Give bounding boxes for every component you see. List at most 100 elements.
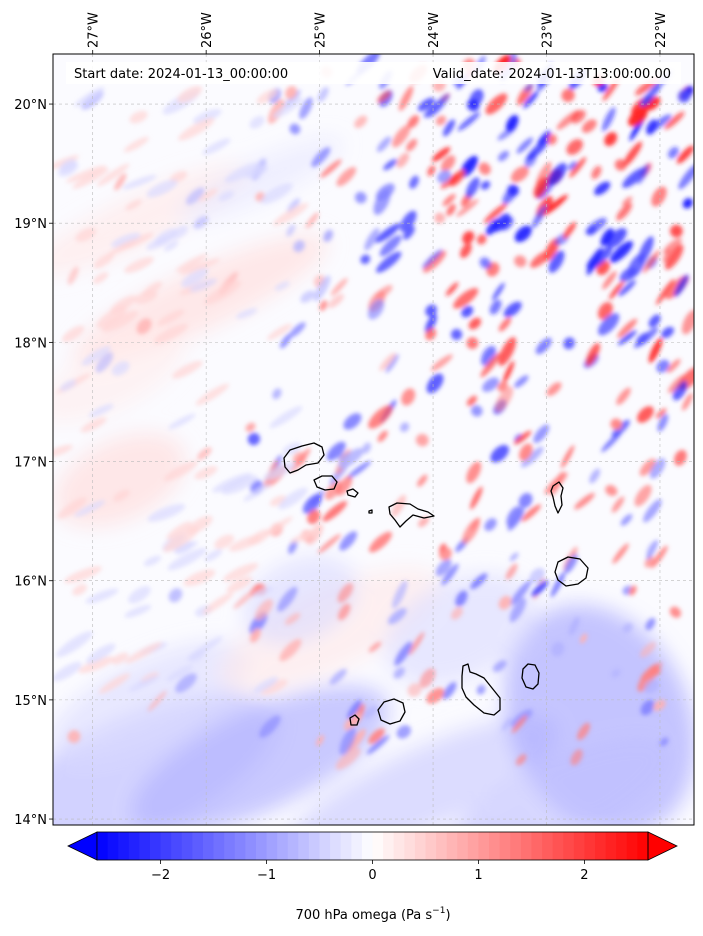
omega-streak — [136, 318, 152, 335]
omega-streak — [425, 313, 437, 333]
omega-streak — [655, 408, 667, 419]
omega-streak — [263, 516, 293, 537]
omega-streak — [123, 136, 149, 153]
lat-label: 14°N — [14, 813, 47, 828]
omega-streak — [56, 631, 93, 657]
colorbar-band — [573, 832, 586, 860]
omega-streak — [267, 323, 292, 341]
omega-streak — [611, 496, 625, 513]
lon-label: 24°W — [427, 12, 442, 48]
omega-streak — [594, 181, 611, 196]
omega-streak — [403, 225, 415, 240]
omega-streak — [96, 163, 130, 187]
omega-streak — [586, 247, 613, 270]
omega-streak — [195, 383, 230, 406]
omega-streak — [611, 668, 621, 678]
omega-streak — [272, 203, 309, 226]
omega-streak — [641, 84, 662, 106]
omega-streak — [600, 228, 614, 246]
colorbar-band — [383, 832, 395, 860]
omega-streak — [427, 93, 450, 118]
omega-streak — [548, 250, 565, 273]
omega-streak — [58, 161, 79, 177]
omega-streak — [634, 484, 652, 507]
omega-streak — [629, 585, 637, 596]
longitude-labels: 27°W 26°W 25°W 24°W 23°W 22°W — [87, 12, 669, 54]
omega-streak — [415, 433, 429, 447]
omega-streak — [665, 244, 684, 270]
omega-streak — [577, 722, 591, 741]
colorbar-band — [605, 832, 617, 860]
lon-label: 22°W — [654, 12, 669, 48]
omega-streak — [643, 499, 662, 523]
omega-streak — [400, 210, 417, 233]
omega-streak — [669, 606, 682, 618]
omega-streak — [392, 124, 411, 148]
colorbar-band — [340, 832, 352, 860]
omega-streak — [299, 97, 313, 120]
omega-streak — [677, 89, 691, 103]
omega-streak — [462, 231, 475, 244]
omega-streak — [568, 616, 580, 636]
colorbar: −2 −1 0 1 2 700 hPa omega (Pa s−1) — [67, 831, 678, 923]
island-branco-raso — [368, 509, 373, 514]
colorbar-band — [372, 832, 384, 860]
omega-streak — [666, 358, 681, 373]
omega-streak — [223, 562, 259, 582]
omega-patch — [283, 716, 557, 825]
omega-streak — [164, 240, 179, 252]
omega-streak — [417, 474, 428, 487]
omega-streak — [289, 322, 306, 338]
colorbar-band — [467, 832, 480, 860]
omega-streak — [328, 293, 344, 309]
omega-streak — [65, 165, 107, 183]
colorbar-extend-low — [67, 831, 98, 861]
omega-streak — [442, 682, 457, 700]
omega-streak — [278, 487, 308, 510]
omega-patch — [177, 137, 343, 223]
colorbar-band — [213, 832, 225, 860]
omega-streak — [531, 580, 549, 597]
omega-streak — [236, 308, 258, 319]
omega-streak — [456, 199, 479, 217]
omega-streak — [249, 116, 265, 129]
omega-streak — [425, 327, 437, 341]
omega-streak — [620, 514, 633, 526]
omega-streak — [409, 175, 419, 189]
omega-patch — [384, 573, 536, 687]
omega-streak — [435, 559, 452, 577]
island-santiago — [461, 663, 501, 716]
omega-streak — [611, 419, 630, 438]
omega-streak — [476, 234, 487, 245]
omega-streak — [529, 568, 545, 584]
omega-streak — [546, 382, 562, 396]
omega-streak — [177, 117, 215, 141]
omega-streak — [445, 282, 459, 296]
omega-streak — [194, 466, 218, 480]
colorbar-band — [361, 832, 374, 860]
omega-streak — [482, 377, 500, 392]
colorbar-band — [436, 832, 448, 860]
omega-streak — [667, 374, 686, 394]
omega-streak — [580, 633, 588, 644]
omega-streak — [85, 588, 119, 604]
omega-streak — [476, 684, 486, 695]
omega-streak — [422, 249, 443, 269]
omega-streak — [128, 586, 151, 604]
omega-streak — [546, 133, 557, 145]
omega-streak — [502, 360, 515, 384]
colorbar-band — [637, 832, 649, 860]
omega-streak — [616, 387, 631, 405]
omega-streak — [442, 119, 456, 137]
omega-streak — [530, 250, 551, 268]
omega-streak — [204, 549, 223, 562]
omega-streak — [142, 281, 163, 297]
omega-streak — [401, 388, 416, 406]
colorbar-band — [330, 832, 342, 860]
omega-streak — [368, 641, 382, 653]
omega-streak — [355, 191, 367, 204]
omega-streak — [277, 586, 298, 612]
omega-streak — [325, 481, 342, 500]
omega-streak — [485, 219, 500, 236]
omega-streak — [441, 563, 459, 586]
